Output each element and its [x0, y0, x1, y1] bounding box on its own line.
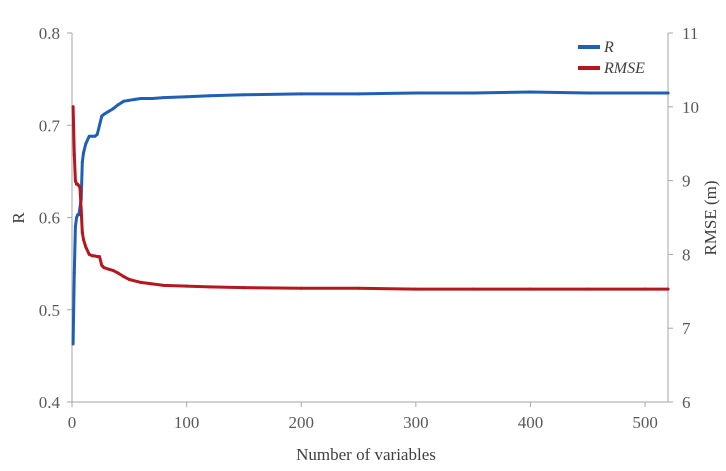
series-point-r	[162, 96, 166, 100]
right-y-tick-labels: 6 7 8 9 10 11	[668, 24, 699, 412]
series-point-r	[185, 95, 189, 99]
series-point-rmse	[107, 267, 111, 271]
x-tick-label: 500	[632, 413, 658, 432]
left-y-axis-title: R	[9, 212, 28, 224]
x-tick-labels: 0 100 200 300 400 500	[68, 402, 658, 432]
series-point-r	[127, 98, 131, 102]
series-point-rmse	[95, 255, 99, 259]
series-point-r	[98, 123, 101, 127]
series-point-r	[72, 271, 76, 275]
series-point-r	[80, 160, 84, 164]
series-point-rmse	[91, 254, 95, 258]
x-tick-label: 200	[288, 413, 314, 432]
series-point-rmse	[586, 287, 590, 291]
legend: R RMSE	[578, 39, 645, 77]
series-point-r	[107, 109, 111, 113]
series-point-rmse	[208, 285, 211, 289]
series-point-rmse	[100, 264, 104, 267]
series-point-r	[116, 103, 120, 107]
series-point-rmse	[71, 105, 75, 109]
series-point-rmse	[299, 286, 303, 290]
series-point-r	[102, 112, 106, 116]
series-point-r	[93, 134, 97, 138]
series-point-rmse	[116, 271, 120, 275]
series-point-rmse	[82, 238, 85, 242]
left-y-tick-label: 0.4	[39, 393, 61, 412]
series-point-rmse	[84, 245, 88, 249]
series-point-rmse	[529, 287, 532, 291]
series-point-r	[529, 90, 532, 94]
series-point-rmse	[72, 153, 76, 157]
series-point-rmse	[87, 252, 91, 256]
right-y-tick-label: 7	[682, 319, 691, 338]
series-point-rmse	[162, 283, 166, 287]
series-point-r	[95, 133, 99, 136]
series-point-r	[111, 107, 115, 111]
right-y-tick-label: 9	[682, 172, 691, 191]
series-point-r	[77, 213, 81, 217]
series-point-rmse	[139, 280, 143, 284]
series-point-r	[242, 93, 246, 97]
series-point-r	[133, 97, 137, 101]
series-point-rmse	[93, 254, 97, 258]
series-point-r	[139, 97, 143, 100]
legend-label-rmse: RMSE	[603, 60, 645, 77]
x-tick-label: 0	[68, 413, 77, 432]
x-axis-title: Number of variables	[296, 445, 436, 464]
x-tick-label: 100	[174, 413, 200, 432]
series-point-r	[208, 94, 211, 98]
series-layer	[71, 90, 670, 346]
series-point-r	[643, 91, 647, 95]
x-tick-label: 300	[403, 413, 429, 432]
series-point-r	[82, 151, 85, 155]
series-point-rmse	[242, 286, 246, 290]
series-point-rmse	[357, 286, 360, 290]
right-y-axis-title: RMSE (m)	[701, 180, 720, 255]
series-point-rmse	[122, 275, 126, 278]
series-point-r	[299, 92, 303, 96]
series-point-rmse	[150, 282, 154, 286]
right-y-tick-label: 8	[682, 245, 691, 264]
series-line-r	[71, 90, 670, 346]
left-y-tick-label: 0.6	[39, 209, 60, 228]
series-point-rmse	[127, 278, 131, 281]
series-line-rmse	[71, 105, 670, 291]
series-point-rmse	[111, 269, 115, 273]
series-point-r	[357, 92, 360, 96]
right-y-tick-label: 6	[682, 393, 691, 412]
series-point-r	[471, 91, 475, 95]
left-y-tick-labels: 0.4 0.5 0.6 0.7 0.8	[39, 24, 72, 412]
series-point-rmse	[79, 208, 83, 212]
x-tick-label: 400	[518, 413, 544, 432]
series-point-r	[71, 342, 75, 346]
legend-label-r: R	[603, 39, 614, 56]
series-point-r	[84, 142, 88, 146]
left-y-tick-label: 0.5	[39, 301, 60, 320]
series-point-r	[150, 97, 154, 100]
series-point-r	[75, 216, 79, 219]
series-point-r	[414, 91, 418, 95]
right-y-tick-label: 11	[682, 24, 698, 43]
series-point-r	[586, 91, 590, 95]
series-point-rmse	[78, 186, 82, 190]
series-point-rmse	[73, 179, 77, 183]
left-y-tick-label: 0.7	[39, 116, 61, 135]
series-point-rmse	[185, 284, 189, 288]
series-point-r	[73, 225, 77, 229]
series-point-rmse	[102, 266, 106, 270]
series-point-r	[91, 134, 95, 138]
series-point-r	[87, 134, 91, 138]
left-y-tick-label: 0.8	[39, 24, 60, 43]
series-point-r	[666, 91, 670, 95]
series-point-rmse	[80, 230, 84, 234]
series-point-rmse	[666, 287, 670, 291]
series-point-rmse	[471, 287, 475, 291]
right-y-tick-label: 10	[682, 98, 699, 117]
series-point-r	[100, 114, 104, 118]
series-point-rmse	[98, 255, 101, 259]
series-point-rmse	[643, 287, 647, 291]
series-point-r	[122, 99, 126, 103]
series-point-rmse	[414, 287, 418, 291]
